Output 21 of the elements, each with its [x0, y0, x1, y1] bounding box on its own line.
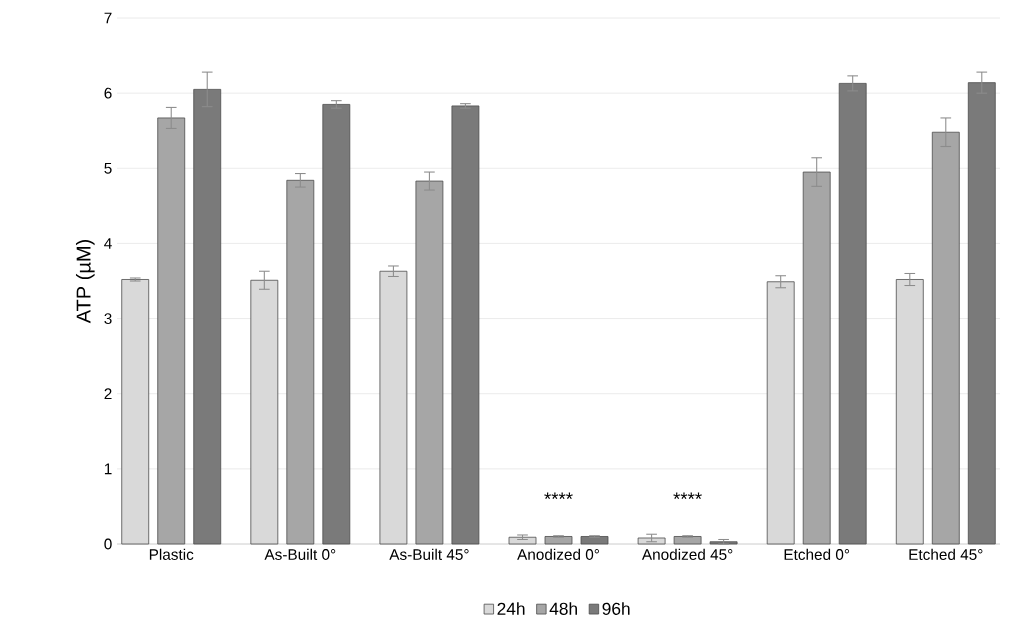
annotation: ****	[673, 492, 702, 500]
x-tick-label: Etched 0°	[784, 548, 850, 560]
y-axis-title: ATP (µM)	[75, 240, 95, 324]
y-tick-label: 3	[104, 313, 112, 324]
x-tick-label: Anodized 45°	[641, 548, 733, 560]
annotation: ****	[544, 492, 573, 500]
legend-label: 96h	[602, 602, 630, 615]
x-tick-label: As-Built 45°	[389, 548, 469, 560]
x-tick-label: Etched 45°	[909, 548, 983, 560]
y-tick-label: 0	[104, 538, 112, 550]
y-tick-label: 7	[104, 12, 112, 24]
x-tick-label: As-Built 0°	[264, 548, 336, 560]
y-tick-label: 2	[104, 388, 112, 400]
legend-label: 24h	[497, 602, 525, 615]
x-tick-label: Anodized 0°	[517, 548, 599, 560]
y-tick-label: 1	[104, 463, 112, 475]
legend-label: 48h	[549, 602, 577, 615]
y-tick-label: 5	[104, 162, 112, 174]
y-tick-label: 4	[104, 238, 112, 249]
x-tick-label: Plastic	[149, 548, 194, 560]
y-tick-label: 6	[104, 87, 112, 99]
